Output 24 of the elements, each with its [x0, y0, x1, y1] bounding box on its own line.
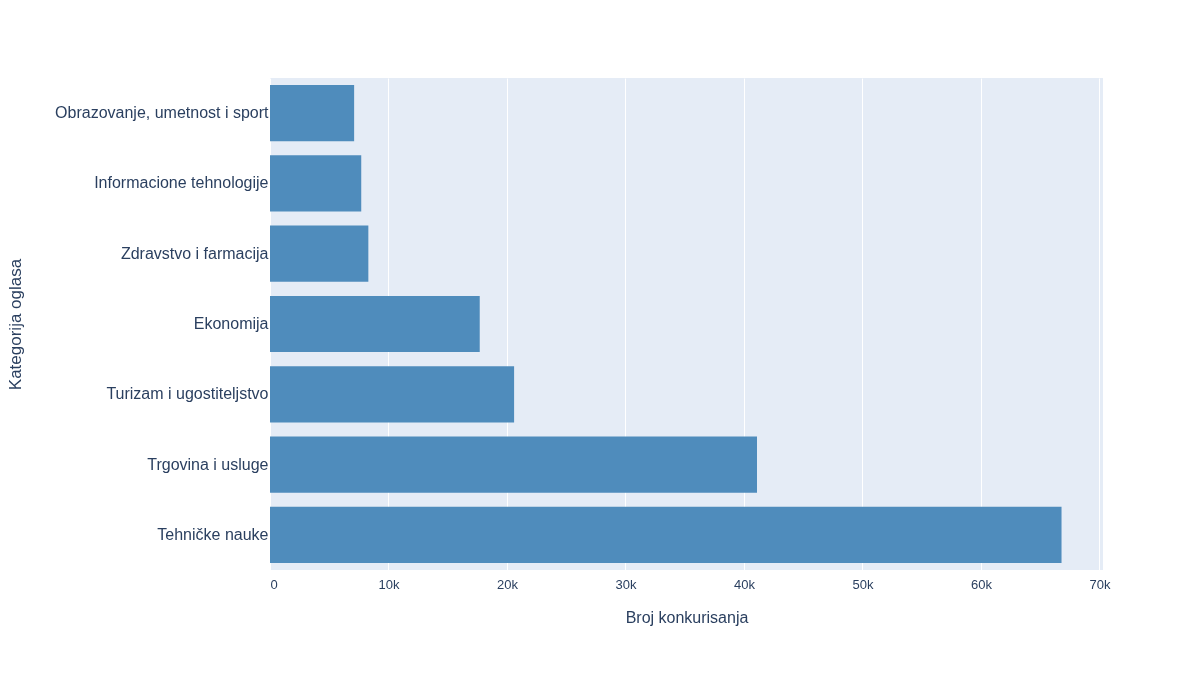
y-tick-label: Turizam i ugostiteljstvo	[106, 385, 269, 403]
x-tick-label: 0	[270, 576, 278, 592]
x-tick-label: 10k	[378, 576, 400, 592]
bar	[270, 85, 355, 142]
x-tick-label: 30k	[615, 576, 637, 592]
bar	[270, 506, 1062, 563]
y-tick-label: Tehničke nauke	[157, 525, 269, 543]
y-tick-label: Zdravstvo i farmacija	[120, 244, 269, 262]
y-tick-label: Ekonomija	[193, 315, 269, 332]
bar	[270, 225, 369, 282]
bar	[270, 295, 480, 353]
y-tick-label: Trgovina i usluge	[147, 455, 269, 473]
x-tick-label: 60k	[970, 576, 993, 592]
y-tick-label: Obrazovanje, umetnost i sport	[55, 104, 270, 122]
bar	[270, 366, 515, 423]
bar	[270, 436, 757, 493]
x-tick-label: 70k	[1089, 576, 1111, 592]
bar	[270, 155, 362, 212]
x-tick-label: 20k	[497, 576, 519, 592]
x-axis-title: Broj konkurisanja	[625, 608, 749, 626]
x-tick-label: 50k	[852, 576, 874, 592]
x-tick-label: 40k	[733, 576, 756, 592]
y-tick-label: Informacione tehnologije	[94, 174, 269, 192]
y-axis-title: Kategorija oglasa	[5, 258, 25, 391]
